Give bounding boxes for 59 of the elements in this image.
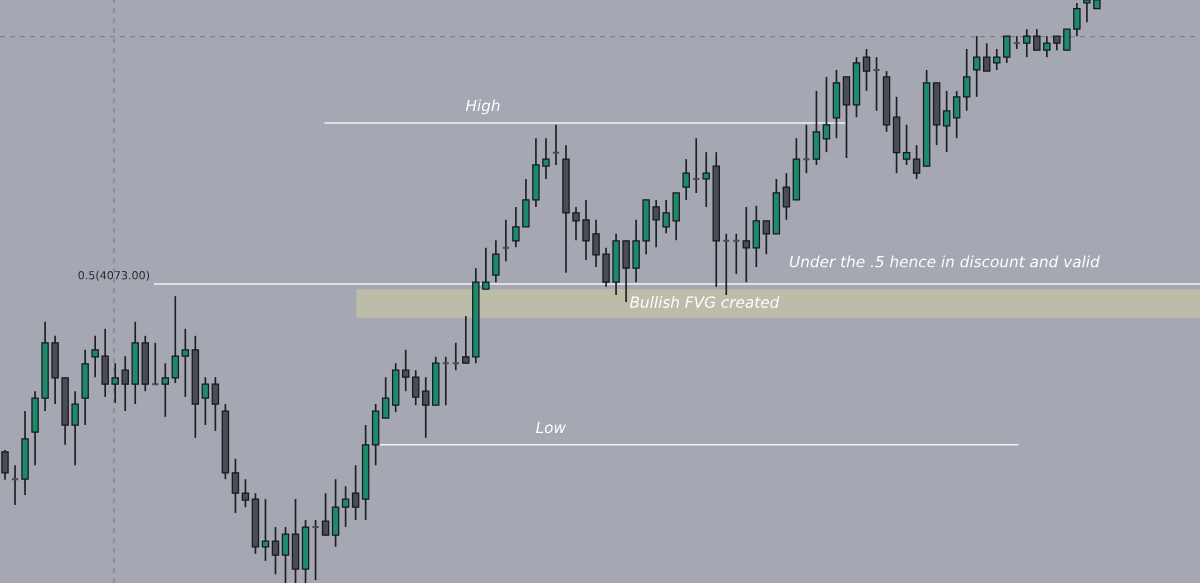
candlestick <box>261 498 270 562</box>
candlestick <box>1073 2 1081 37</box>
candlestick <box>822 76 831 153</box>
candlestick <box>902 123 911 166</box>
candlestick <box>662 199 670 235</box>
candlestick <box>381 376 390 419</box>
candlestick <box>542 137 550 180</box>
candlestick <box>71 390 79 467</box>
candlestick <box>201 376 210 426</box>
candlestick <box>1003 35 1011 64</box>
candlestick <box>422 376 430 439</box>
candlestick <box>211 376 220 432</box>
ref-line-label: High <box>465 99 500 115</box>
candlestick <box>91 334 99 379</box>
candlestick <box>782 172 791 221</box>
candlestick <box>411 369 420 407</box>
candlestick <box>1083 0 1091 23</box>
candlestick <box>111 362 119 404</box>
candlestick <box>862 48 871 92</box>
ref-line-label: Low <box>536 421 566 434</box>
candlestick <box>993 48 1001 71</box>
candlestick <box>762 220 771 256</box>
candlestick <box>582 199 590 261</box>
candlestick <box>572 206 580 242</box>
candlestick <box>1043 35 1051 58</box>
candlestick <box>171 295 180 384</box>
candlestick <box>742 206 751 284</box>
candlestick <box>462 315 470 365</box>
candlestick <box>512 206 520 249</box>
candlestick <box>121 355 129 412</box>
candlestick <box>351 464 360 521</box>
candlestick <box>952 90 961 140</box>
candlestick <box>341 485 350 528</box>
candlestick <box>241 478 250 509</box>
candlestick <box>972 35 981 98</box>
candlestick <box>702 151 710 208</box>
candlestick <box>1033 28 1041 51</box>
candlestick <box>912 144 921 180</box>
candlestick <box>962 48 971 112</box>
candlestick <box>982 42 991 72</box>
candlestick <box>281 526 290 583</box>
candlestick <box>231 457 240 514</box>
annotation: Under the .5 hence in discount and valid <box>789 255 1100 268</box>
candlestick <box>942 90 951 153</box>
candlestick <box>1023 28 1031 58</box>
candlestick <box>592 218 600 268</box>
candlestick <box>652 199 660 249</box>
candlestick <box>482 246 490 291</box>
candlestick <box>1 449 9 481</box>
candlestick <box>682 158 690 201</box>
candlestick <box>181 327 190 398</box>
candlestick <box>401 348 410 393</box>
candlestick <box>492 239 500 284</box>
ref-line-label: 0.5(4073.00) <box>78 270 150 281</box>
candlestick <box>161 362 170 418</box>
band-label: Bullish FVG created <box>629 296 780 308</box>
candlestick <box>1063 28 1071 51</box>
candlestick <box>271 526 280 576</box>
candlestick <box>321 492 330 537</box>
